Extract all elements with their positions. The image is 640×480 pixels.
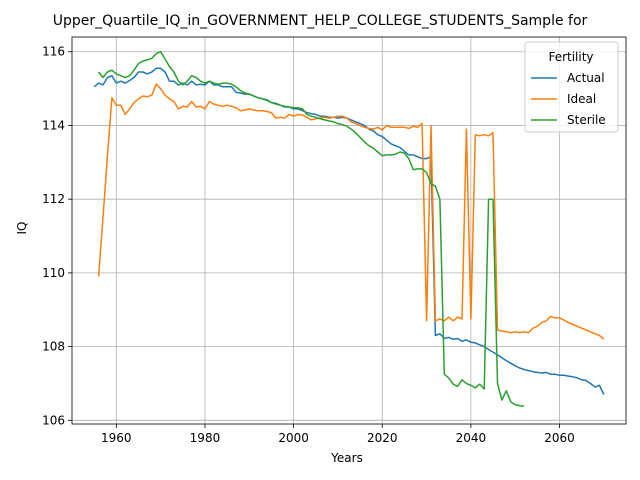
- legend-items: Actual Ideal Sterile: [531, 71, 606, 127]
- series-line-ideal: [97, 83, 605, 340]
- legend-label-ideal: Ideal: [567, 92, 596, 106]
- y-tick-label: 112: [42, 192, 65, 206]
- legend-title: Fertility: [548, 50, 593, 64]
- y-axis: 106 108 110 112 114 116: [42, 45, 72, 427]
- y-tick-label: 108: [42, 340, 65, 354]
- series-line-sterile: [98, 50, 525, 408]
- legend: Fertility Actual Ideal Sterile: [524, 41, 619, 133]
- y-tick-label: 114: [42, 118, 65, 132]
- x-tick-label: 1980: [190, 431, 221, 445]
- x-axis-label: Years: [330, 451, 363, 465]
- y-tick-label: 106: [42, 413, 65, 427]
- x-tick-label: 2060: [544, 431, 575, 445]
- legend-label-actual: Actual: [567, 71, 605, 85]
- chart-title: Upper_Quartile_IQ_in_GOVERNMENT_HELP_COL…: [53, 13, 588, 29]
- legend-label-sterile: Sterile: [567, 113, 606, 127]
- plot-frame: [71, 36, 627, 425]
- x-axis: 1960 1980 2000 2020 2040 2060: [101, 424, 575, 445]
- y-axis-label: IQ: [15, 222, 29, 235]
- y-tick-label: 110: [42, 266, 65, 280]
- x-tick-label: 2000: [278, 431, 309, 445]
- x-tick-label: 2020: [367, 431, 398, 445]
- series-lines: [93, 50, 605, 408]
- x-tick-label: 1960: [101, 431, 132, 445]
- legend-box: [524, 41, 619, 133]
- x-tick-label: 2040: [456, 431, 487, 445]
- y-tick-label: 116: [42, 45, 65, 59]
